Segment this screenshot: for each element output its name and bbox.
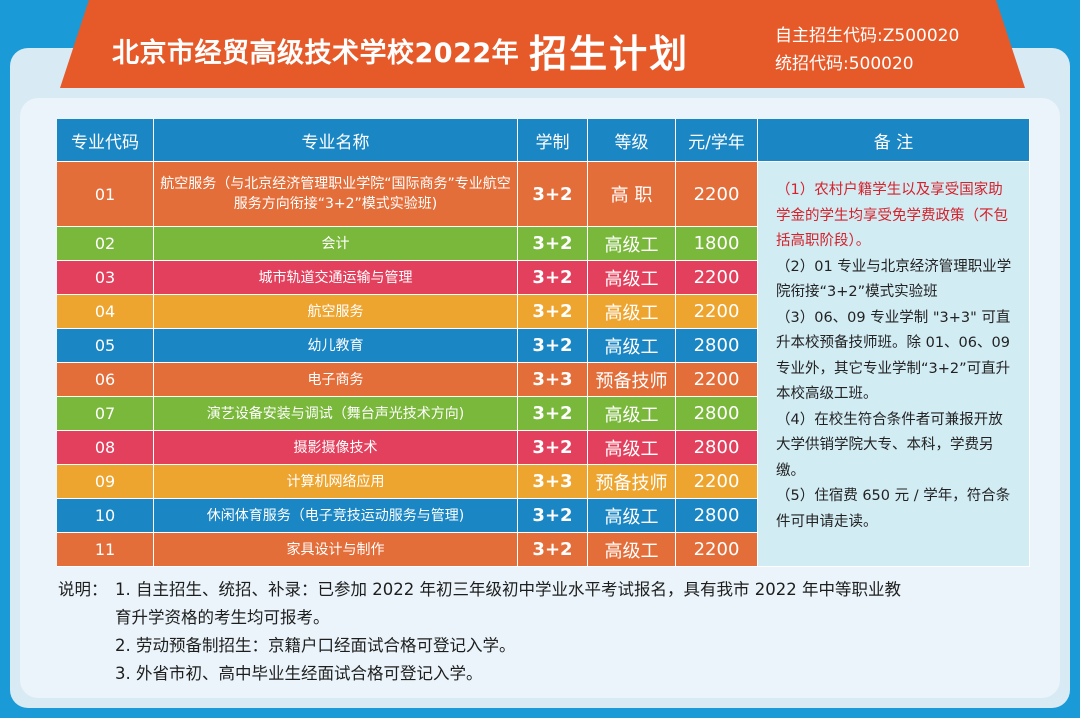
major-name-cell: 会计: [154, 227, 518, 261]
admission-codes: 自主招生代码:Z500020 统招代码:500020: [775, 22, 959, 78]
study-system-cell: 3+2: [518, 397, 588, 431]
major-code-cell: 03: [57, 261, 154, 295]
tuition-fee-cell: 2200: [676, 363, 758, 397]
tuition-fee-cell: 2200: [676, 465, 758, 499]
major-code-cell: 10: [57, 499, 154, 533]
header-notes: 备 注: [758, 119, 1030, 162]
header-fee: 元/学年: [676, 119, 758, 162]
study-system-cell: 3+2: [518, 533, 588, 567]
enrollment-plan-table: 专业代码 专业名称 学制 等级 元/学年 备 注 01 航空服务（与北京经济管理职…: [57, 119, 1030, 567]
table-row: 05 幼儿教育 3+2 高级工 2800: [57, 329, 1030, 363]
major-name-cell: 航空服务: [154, 295, 518, 329]
table-row: 07 演艺设备安装与调试（舞台声光技术方向) 3+2 高级工 2800: [57, 397, 1030, 431]
table-header-row: 专业代码 专业名称 学制 等级 元/学年 备 注: [57, 119, 1030, 162]
tuition-fee-cell: 2200: [676, 533, 758, 567]
major-name-cell: 航空服务（与北京经济管理职业学院“国际商务”专业航空服务方向衔接“3+2”模式实…: [154, 162, 518, 227]
study-system-cell: 3+3: [518, 363, 588, 397]
major-code-cell: 08: [57, 431, 154, 465]
unified-admission-code: 统招代码:500020: [775, 54, 914, 74]
study-system-cell: 3+2: [518, 499, 588, 533]
footnotes: 说明： 1. 自主招生、统招、补录：已参加 2022 年初三年级初中学业水平考试…: [58, 576, 1038, 688]
study-system-cell: 3+2: [518, 431, 588, 465]
table-row: 11 家具设计与制作 3+2 高级工 2200: [57, 533, 1030, 567]
study-system-cell: 3+2: [518, 295, 588, 329]
tuition-fee-cell: 2800: [676, 499, 758, 533]
study-system-cell: 3+2: [518, 329, 588, 363]
note-1: （1）农村户籍学生以及享受国家助学金的学生均享受免学费政策（不包括高职阶段）。: [776, 182, 1008, 249]
footnote-1-continued: 育升学资格的考生均可报考。: [115, 608, 330, 627]
major-code-cell: 01: [57, 162, 154, 227]
note-5: （5）住宿费 650 元 / 学年，符合条件可申请走读。: [776, 488, 1011, 530]
study-system-cell: 3+2: [518, 261, 588, 295]
footnote-3: 3. 外省市初、高中毕业生经面试合格可登记入学。: [115, 664, 483, 683]
tuition-fee-cell: 2200: [676, 261, 758, 295]
major-code-cell: 09: [57, 465, 154, 499]
tuition-fee-cell: 2200: [676, 295, 758, 329]
major-code-cell: 07: [57, 397, 154, 431]
major-code-cell: 06: [57, 363, 154, 397]
footnote-label: 说明：: [58, 580, 108, 599]
tuition-fee-cell: 1800: [676, 227, 758, 261]
self-admission-code: 自主招生代码:Z500020: [775, 26, 960, 46]
level-cell: 高级工: [588, 261, 676, 295]
tuition-fee-cell: 2200: [676, 162, 758, 227]
table-row: 02 会计 3+2 高级工 1800: [57, 227, 1030, 261]
table-row: 08 摄影摄像技术 3+2 高级工 2800: [57, 431, 1030, 465]
level-cell: 高级工: [588, 533, 676, 567]
school-name: 北京市经贸高级技术学校2022年: [112, 37, 520, 69]
header-code: 专业代码: [57, 119, 154, 162]
tuition-fee-cell: 2800: [676, 329, 758, 363]
level-cell: 高级工: [588, 295, 676, 329]
banner-title: 北京市经贸高级技术学校2022年 招生计划: [112, 22, 762, 78]
level-cell: 预备技师: [588, 363, 676, 397]
major-name-cell: 家具设计与制作: [154, 533, 518, 567]
level-cell: 高级工: [588, 227, 676, 261]
major-code-cell: 02: [57, 227, 154, 261]
major-code-cell: 11: [57, 533, 154, 567]
footnote-1: 1. 自主招生、统招、补录：已参加 2022 年初三年级初中学业水平考试报名，具…: [115, 580, 901, 599]
table-row: 10 休闲体育服务（电子竞技运动服务与管理) 3+2 高级工 2800: [57, 499, 1030, 533]
level-cell: 高级工: [588, 397, 676, 431]
major-name-cell: 摄影摄像技术: [154, 431, 518, 465]
level-cell: 高级工: [588, 499, 676, 533]
major-name-cell: 计算机网络应用: [154, 465, 518, 499]
study-system-cell: 3+3: [518, 465, 588, 499]
table-row: 09 计算机网络应用 3+3 预备技师 2200: [57, 465, 1030, 499]
plan-title: 招生计划: [529, 31, 690, 76]
major-name-cell: 城市轨道交通运输与管理: [154, 261, 518, 295]
header-system: 学制: [518, 119, 588, 162]
study-system-cell: 3+2: [518, 227, 588, 261]
table-row: 06 电子商务 3+3 预备技师 2200: [57, 363, 1030, 397]
header-level: 等级: [588, 119, 676, 162]
level-cell: 高 职: [588, 162, 676, 227]
major-name-cell: 演艺设备安装与调试（舞台声光技术方向): [154, 397, 518, 431]
note-4: （4）在校生符合条件者可兼报开放大学供销学院大专、本科，学费另缴。: [776, 411, 1003, 479]
level-cell: 高级工: [588, 329, 676, 363]
tuition-fee-cell: 2800: [676, 397, 758, 431]
major-name-cell: 休闲体育服务（电子竞技运动服务与管理): [154, 499, 518, 533]
level-cell: 高级工: [588, 431, 676, 465]
level-cell: 预备技师: [588, 465, 676, 499]
major-name-cell: 幼儿教育: [154, 329, 518, 363]
major-name-cell: 电子商务: [154, 363, 518, 397]
tuition-fee-cell: 2800: [676, 431, 758, 465]
table-row: 01 航空服务（与北京经济管理职业学院“国际商务”专业航空服务方向衔接“3+2”模…: [57, 162, 1030, 567]
title-banner: [60, 0, 1025, 88]
notes-cell: （1）农村户籍学生以及享受国家助学金的学生均享受免学费政策（不包括高职阶段）。 （…: [758, 162, 1030, 567]
table-row: 04 航空服务 3+2 高级工 2200: [57, 295, 1030, 329]
study-system-cell: 3+2: [518, 162, 588, 227]
header-name: 专业名称: [154, 119, 518, 162]
major-code-cell: 04: [57, 295, 154, 329]
major-code-cell: 05: [57, 329, 154, 363]
note-2: （2）01 专业与北京经济管理职业学院衔接“3+2”模式实验班: [776, 258, 1012, 301]
note-3: （3）06、09 专业学制 "3+3" 可直升本校预备技师班。除 01、06、0…: [776, 309, 1011, 403]
footnote-2: 2. 劳动预备制招生：京籍户口经面试合格可登记入学。: [115, 636, 516, 655]
table-row: 03 城市轨道交通运输与管理 3+2 高级工 2200: [57, 261, 1030, 295]
